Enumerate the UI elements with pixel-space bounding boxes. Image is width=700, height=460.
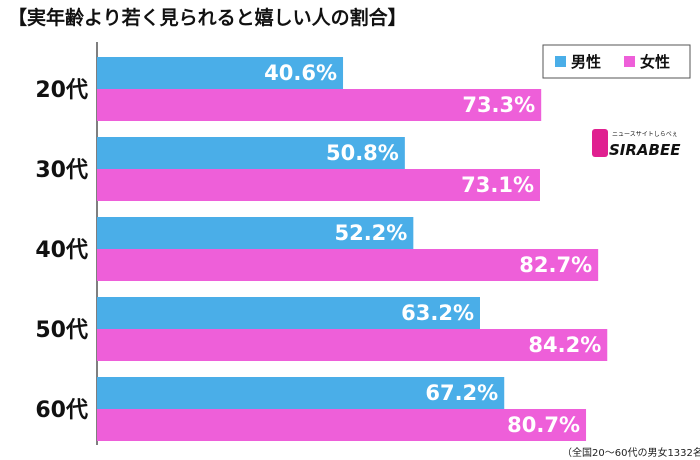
survey-note: （全国20〜60代の男女1332名に調査） bbox=[562, 446, 700, 459]
chart-title: 【実年齢より若く見られると嬉しい人の割合】 bbox=[8, 6, 407, 29]
category-label: 60代 bbox=[35, 398, 88, 423]
legend-box bbox=[542, 44, 691, 79]
legend-label-male: 男性 bbox=[571, 53, 601, 71]
category-label: 50代 bbox=[35, 318, 88, 343]
category-label: 20代 bbox=[35, 78, 88, 103]
value-label-female: 82.7% bbox=[519, 253, 592, 277]
bars-group: 40.6% 73.3% 50.8% 73.1% 52.2% 82.7% 63.2% 84.2%… bbox=[97, 57, 608, 441]
bar-male bbox=[97, 297, 480, 329]
value-label-male: 50.8% bbox=[326, 141, 399, 165]
bar-female bbox=[97, 169, 540, 201]
value-label-female: 73.1% bbox=[461, 173, 534, 197]
bar-female bbox=[97, 249, 599, 281]
bar-female bbox=[97, 89, 542, 121]
value-label-male: 67.2% bbox=[425, 381, 498, 405]
legend: 男性 女性 bbox=[542, 44, 691, 79]
category-label: 30代 bbox=[35, 158, 88, 183]
bar-male bbox=[97, 377, 505, 409]
value-label-male: 52.2% bbox=[334, 221, 407, 245]
value-label-male: 40.6% bbox=[264, 61, 337, 85]
sirabee-logo: ニュースサイトしらべぇ SIRABEE bbox=[592, 129, 681, 159]
legend-swatch-male bbox=[555, 56, 566, 67]
legend-swatch-female bbox=[624, 56, 635, 67]
legend-label-female: 女性 bbox=[640, 53, 670, 71]
category-labels: 20代 30代 40代 50代 60代 bbox=[35, 78, 88, 423]
logo-mark-icon bbox=[592, 129, 608, 157]
value-label-female: 80.7% bbox=[507, 413, 580, 437]
bar-male bbox=[97, 57, 344, 89]
bar-male bbox=[97, 137, 405, 169]
bar-female bbox=[97, 329, 608, 361]
value-label-male: 63.2% bbox=[401, 301, 474, 325]
value-label-female: 73.3% bbox=[462, 93, 535, 117]
bar-male bbox=[97, 217, 414, 249]
logo-text: SIRABEE bbox=[609, 141, 681, 159]
logo-tagline: ニュースサイトしらべぇ bbox=[612, 131, 678, 138]
category-label: 40代 bbox=[35, 238, 88, 263]
value-label-female: 84.2% bbox=[528, 333, 601, 357]
bar-female bbox=[97, 409, 587, 441]
